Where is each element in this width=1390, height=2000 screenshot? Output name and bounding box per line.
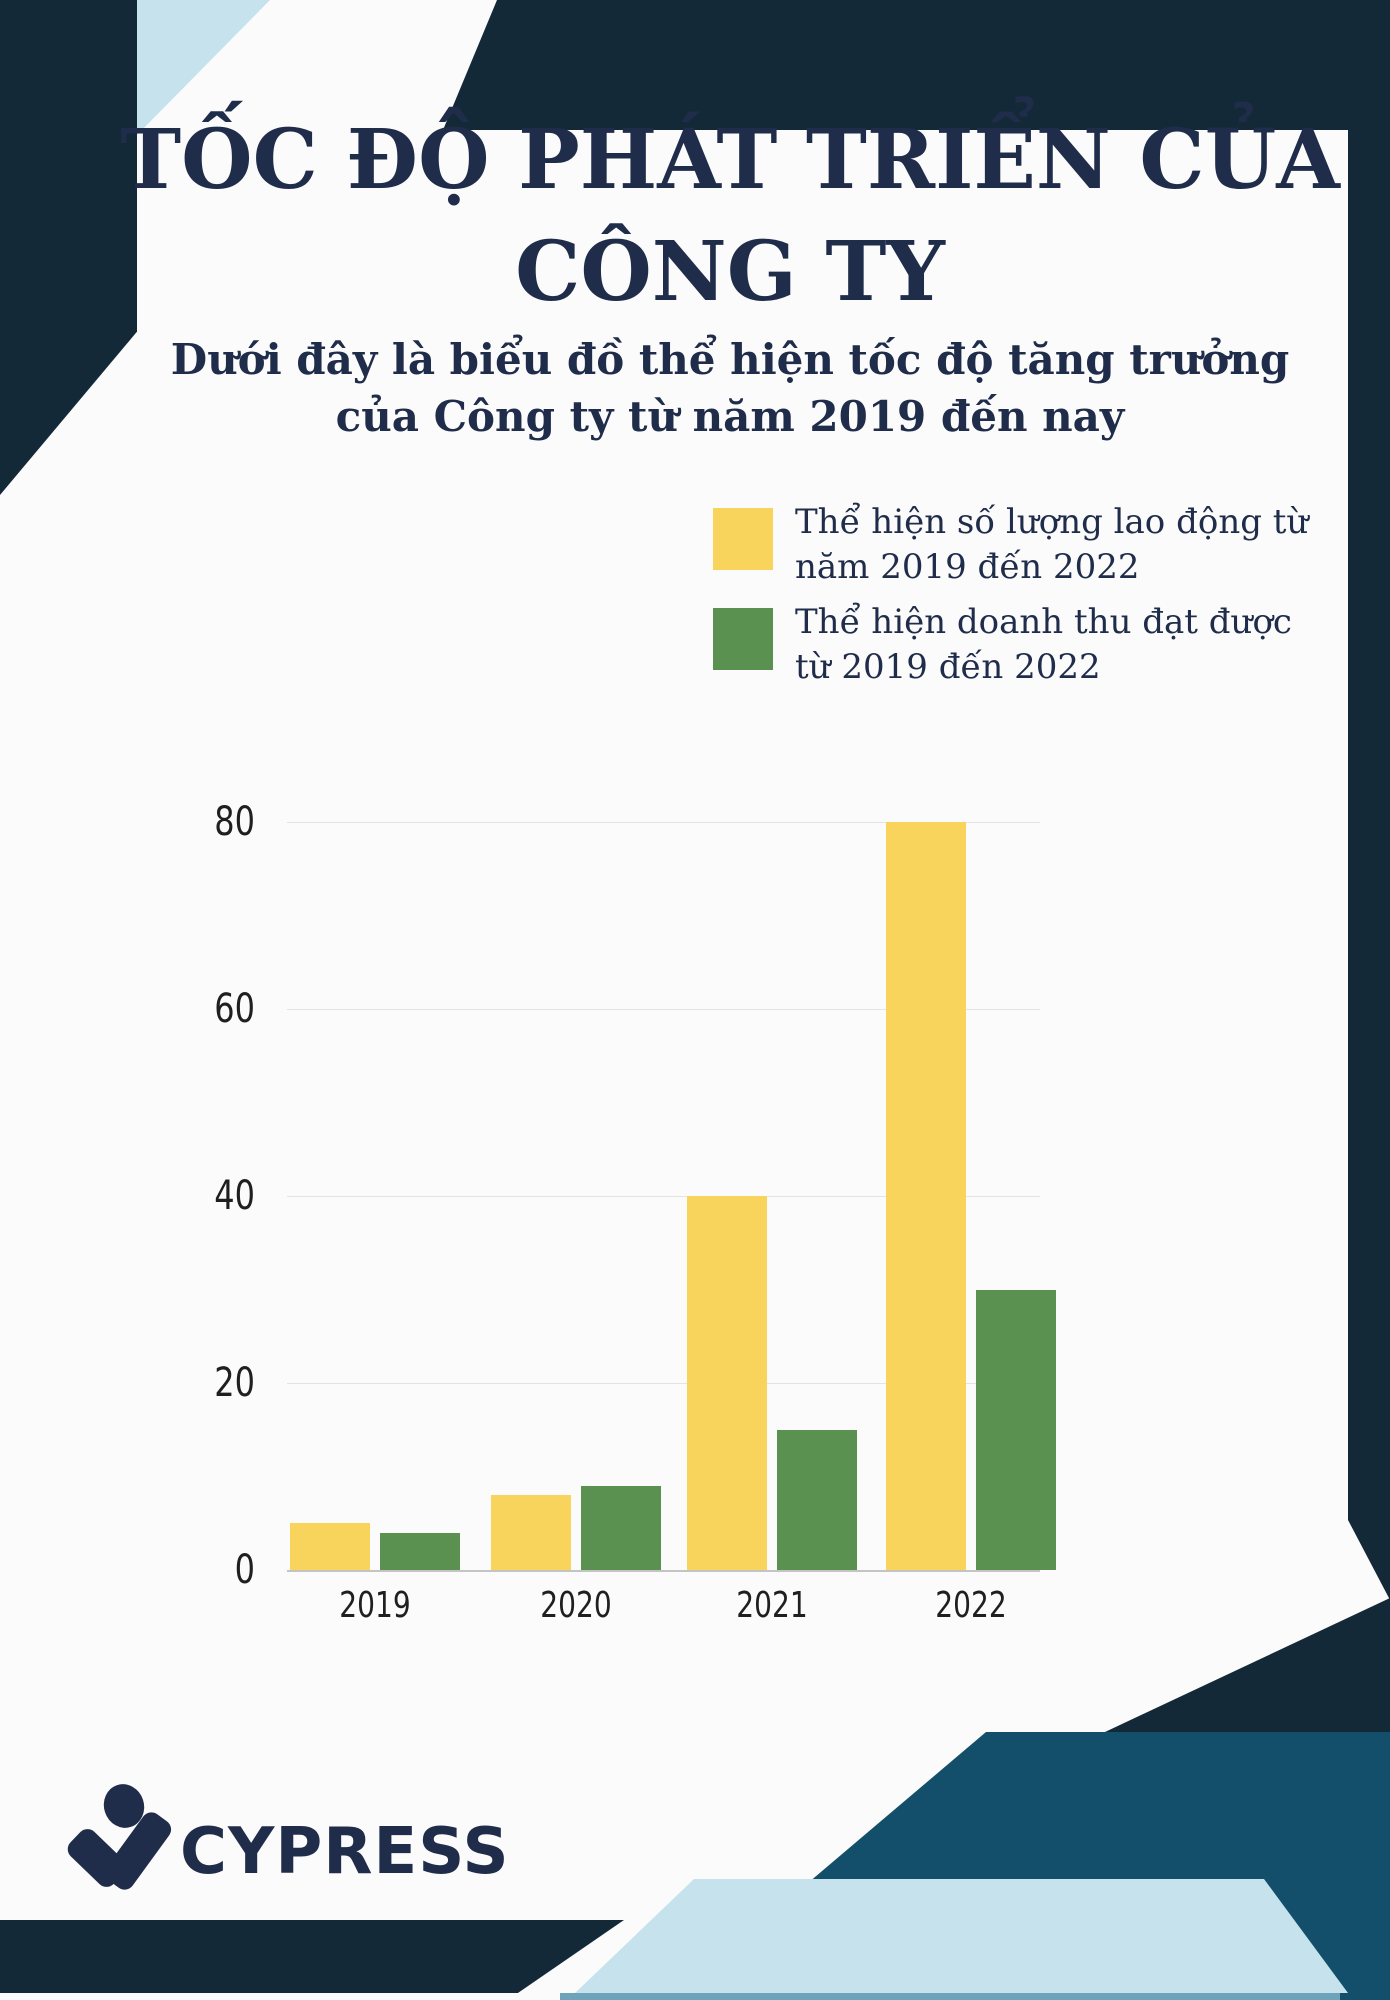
bar-2020-series1: [581, 1485, 661, 1570]
gridline-80: [287, 822, 1040, 823]
bar-2022-series1: [976, 1289, 1056, 1570]
bottom-edge-blue-strip: [560, 1993, 1340, 2000]
gridline-60: [287, 1009, 1040, 1010]
plot-area: [287, 822, 1056, 1572]
gridline-20: [287, 1383, 1040, 1384]
bar-chart: 0 20 40 60 80 2019 2020 2021 2022: [190, 790, 1060, 1670]
y-axis-tick-40: 40: [214, 1173, 255, 1219]
bar-2021-series0: [687, 1196, 767, 1570]
legend-label-employees: Thể hiện số lượng lao động từ năm 2019 đ…: [795, 502, 1309, 587]
person-check-icon: [63, 1778, 178, 1894]
gridline-40: [287, 1196, 1040, 1197]
chart-legend: Thể hiện số lượng lao động từ năm 2019 đ…: [713, 500, 1320, 690]
page-title-line1: TỐC ĐỘ PHÁT TRIỂN CỦA: [120, 112, 1340, 208]
x-axis-tick-2021: 2021: [736, 1585, 808, 1626]
bottom-right-lightblue-shape: [575, 1879, 1348, 1993]
top-right-navy-band: [443, 0, 1390, 130]
x-axis-tick-2022: 2022: [935, 1585, 1007, 1626]
x-axis-tick-2020: 2020: [540, 1585, 612, 1626]
corner-shape-top-left-navy: [0, 0, 137, 495]
y-axis-tick-80: 80: [214, 799, 255, 845]
bar-2020-series0: [491, 1495, 571, 1570]
right-edge-navy-band: [1348, 0, 1390, 1600]
logo-text: CYPRESS: [180, 1815, 510, 1889]
company-logo: CYPRESS: [63, 1778, 638, 1896]
legend-item-revenue: Thể hiện doanh thu đạt được từ 2019 đến …: [713, 600, 1320, 690]
page-subtitle: Dưới đây là biểu đồ thể hiện tốc độ tăng…: [120, 331, 1340, 445]
page-title-line2: CÔNG TY: [515, 224, 945, 320]
y-axis-tick-0: 0: [234, 1547, 255, 1593]
legend-swatch-green: [713, 608, 773, 670]
bar-2022-series0: [886, 822, 966, 1570]
bar-2021-series1: [777, 1429, 857, 1570]
page-subtitle-line1: Dưới đây là biểu đồ thể hiện tốc độ tăng…: [170, 335, 1290, 384]
bar-2019-series0: [290, 1523, 370, 1570]
y-axis-tick-20: 20: [214, 1360, 255, 1406]
legend-swatch-yellow: [713, 508, 773, 570]
legend-label-revenue: Thể hiện doanh thu đạt được từ 2019 đến …: [795, 602, 1292, 687]
bar-2019-series1: [380, 1532, 460, 1570]
page-title: TỐC ĐỘ PHÁT TRIỂN CỦA CÔNG TY: [120, 104, 1340, 328]
x-axis-tick-2019: 2019: [339, 1585, 411, 1626]
bottom-right-navy-triangle: [1105, 1598, 1390, 1732]
legend-item-employees: Thể hiện số lượng lao động từ năm 2019 đ…: [713, 500, 1320, 590]
y-axis-tick-60: 60: [214, 986, 255, 1032]
page-subtitle-line2: của Công ty từ năm 2019 đến nay: [335, 392, 1125, 441]
bottom-left-navy-strip: [0, 1920, 624, 1993]
